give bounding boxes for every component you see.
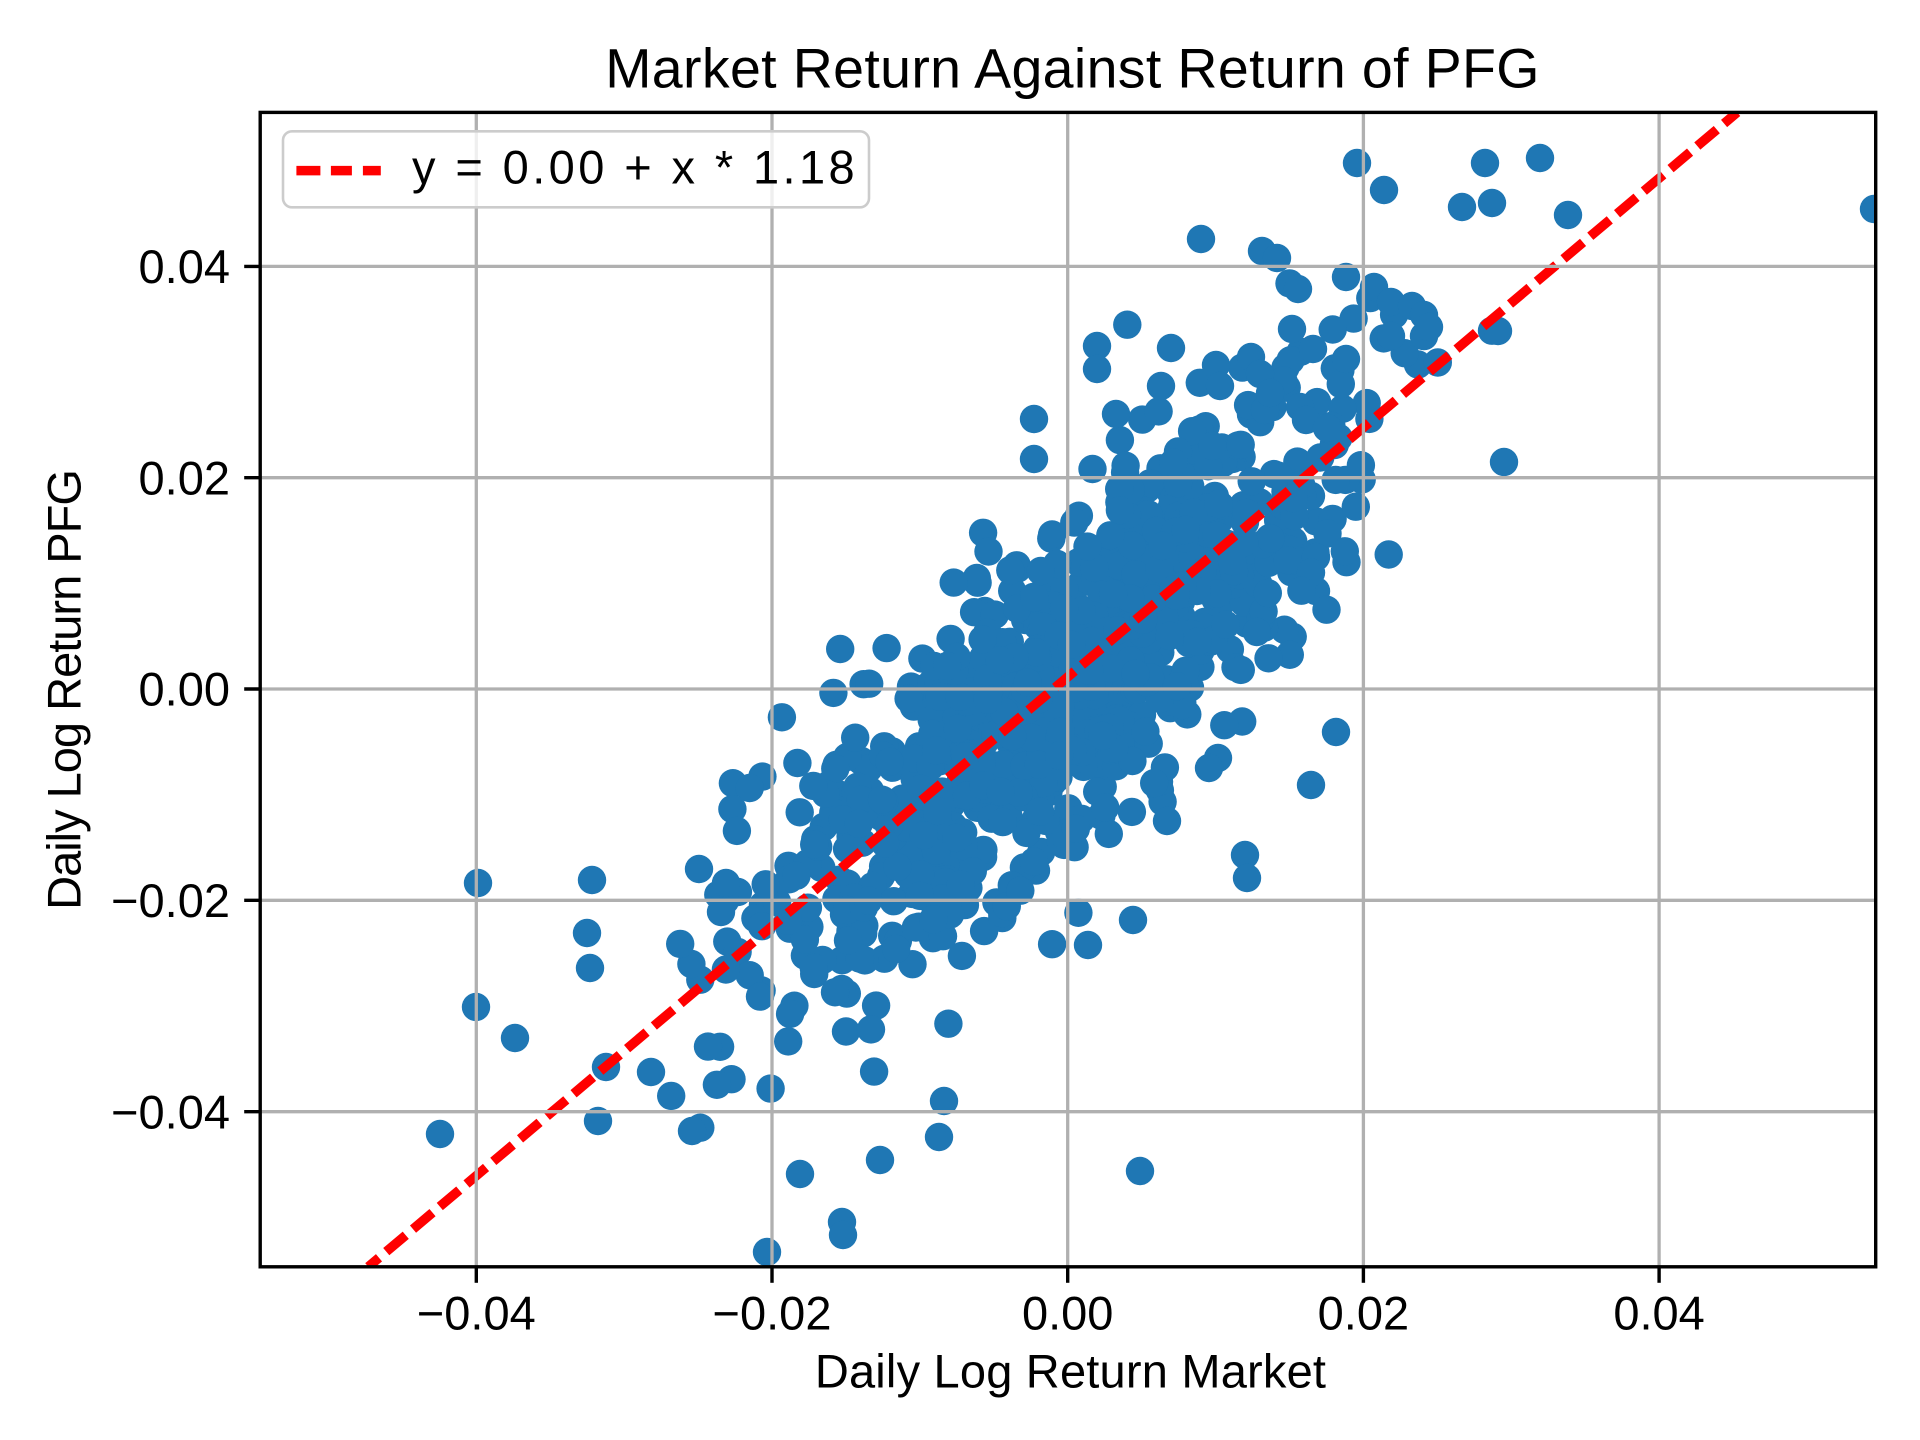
svg-text:−0.02: −0.02: [111, 874, 230, 927]
svg-text:−0.04: −0.04: [417, 1287, 536, 1340]
svg-text:0.02: 0.02: [139, 451, 230, 504]
svg-text:Daily Log Return Market: Daily Log Return Market: [815, 1345, 1326, 1398]
svg-text:Market Return Against Return o: Market Return Against Return of PFG: [605, 38, 1540, 100]
svg-text:0.00: 0.00: [1022, 1287, 1113, 1340]
svg-text:−0.02: −0.02: [713, 1287, 832, 1340]
svg-text:y = 0.00 + x * 1.18: y = 0.00 + x * 1.18: [412, 140, 858, 193]
svg-text:−0.04: −0.04: [111, 1085, 230, 1138]
svg-text:0.04: 0.04: [139, 240, 230, 293]
svg-text:0.00: 0.00: [139, 663, 230, 716]
svg-text:0.04: 0.04: [1613, 1287, 1704, 1340]
svg-text:Daily Log Return PFG: Daily Log Return PFG: [38, 470, 91, 910]
svg-text:0.02: 0.02: [1318, 1287, 1409, 1340]
